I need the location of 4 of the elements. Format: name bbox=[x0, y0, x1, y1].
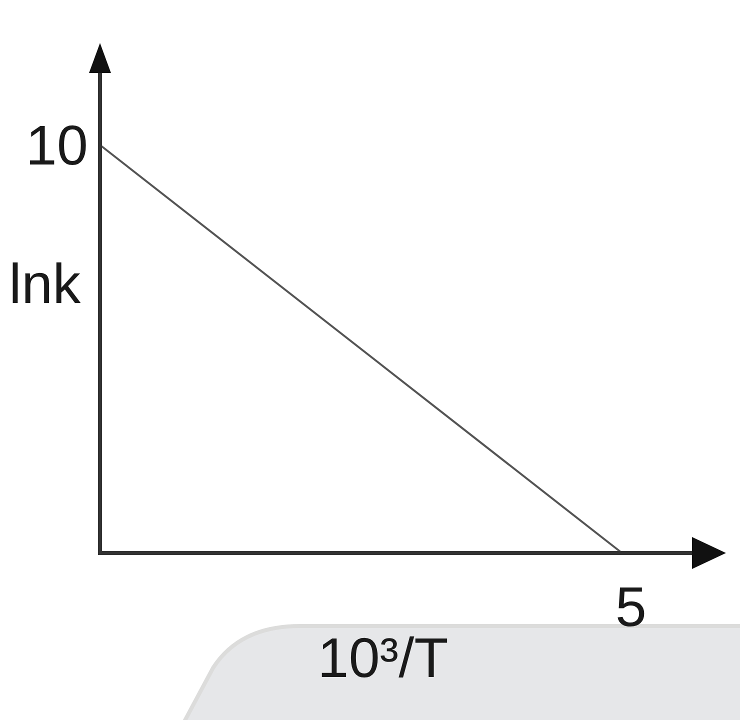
y-axis-title: lnk bbox=[9, 252, 82, 315]
x-axis-title: 10³/T bbox=[318, 626, 448, 689]
text: 5 bbox=[615, 575, 647, 638]
annotation: 10 bbox=[26, 114, 88, 176]
